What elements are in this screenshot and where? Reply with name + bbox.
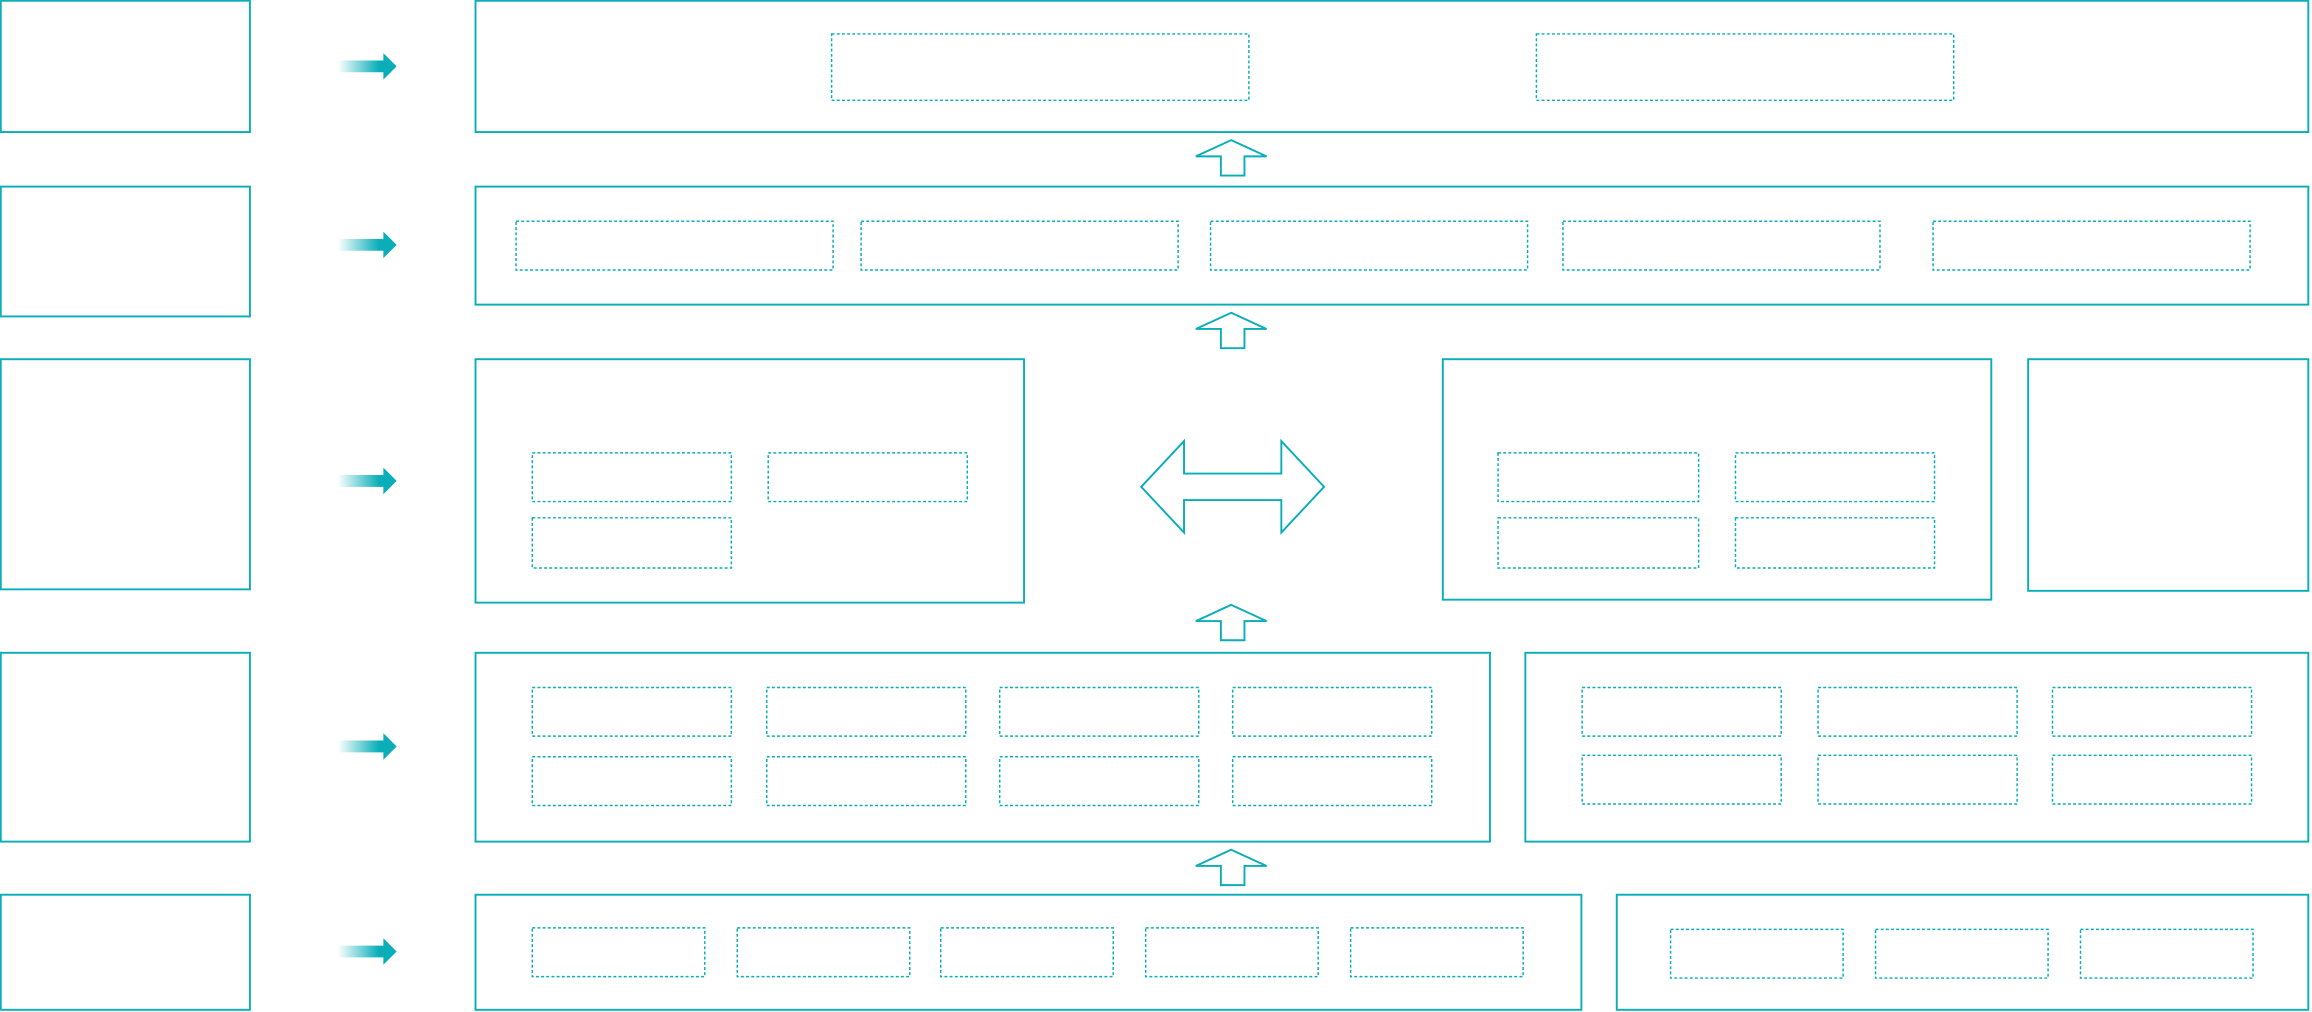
module-box (1581, 686, 1782, 737)
module-box (531, 686, 733, 737)
module-box (1734, 452, 1936, 503)
layer-3-right-box (2027, 358, 2310, 592)
module-box (1669, 928, 1844, 979)
layer-4-left-box (474, 651, 1491, 843)
module-box (531, 517, 733, 569)
layer-2-box (474, 185, 2310, 306)
layer-label-box-5 (0, 893, 251, 1011)
module-box (531, 756, 733, 807)
module-box (1497, 517, 1700, 569)
layer-label-box-2 (0, 185, 251, 318)
module-box (1817, 686, 2018, 737)
right-arrow-icon (337, 733, 397, 760)
layer-3-center-box (1441, 358, 1993, 601)
right-arrow-icon (337, 53, 397, 80)
layer-4-right-box (1524, 651, 2310, 843)
module-box (1562, 220, 1881, 271)
module-box (531, 452, 733, 503)
right-arrow-icon (337, 231, 397, 259)
module-box (2051, 754, 2253, 805)
module-box (1535, 33, 1955, 102)
module-box (1581, 754, 1782, 805)
module-box (1497, 452, 1700, 503)
right-arrow-icon (337, 938, 397, 965)
module-box (860, 220, 1179, 271)
module-box (830, 33, 1250, 102)
layer-5-right-box (1615, 893, 2310, 1011)
module-box (1874, 928, 2049, 979)
module-box (767, 452, 969, 503)
module-box (939, 927, 1114, 978)
right-arrow-icon (337, 467, 397, 495)
up-arrow-icon (1195, 311, 1267, 350)
double-arrow-icon (1139, 438, 1326, 535)
module-box (998, 686, 1200, 737)
module-box (1209, 220, 1529, 271)
up-arrow-icon (1195, 848, 1267, 887)
module-box (765, 686, 967, 737)
module-box (515, 220, 834, 271)
module-box (1817, 754, 2018, 805)
layer-3-left-box (474, 358, 1025, 604)
module-box (531, 927, 706, 978)
module-box (1349, 927, 1524, 978)
layer-label-box-4 (0, 651, 251, 843)
module-box (736, 927, 911, 978)
layer-5-left-box (474, 893, 1583, 1011)
module-box (2051, 686, 2253, 737)
layer-1-box (474, 0, 2310, 133)
layer-label-box-1 (0, 0, 251, 133)
module-box (1932, 220, 2251, 271)
module-box (1231, 756, 1433, 807)
module-box (1231, 686, 1433, 737)
module-box (1144, 927, 1319, 978)
module-box (998, 756, 1200, 807)
layer-label-box-3 (0, 358, 251, 591)
module-box (765, 756, 967, 807)
module-box (1734, 517, 1936, 569)
module-box (2079, 928, 2254, 979)
up-arrow-icon (1195, 139, 1267, 177)
up-arrow-icon (1195, 603, 1267, 642)
